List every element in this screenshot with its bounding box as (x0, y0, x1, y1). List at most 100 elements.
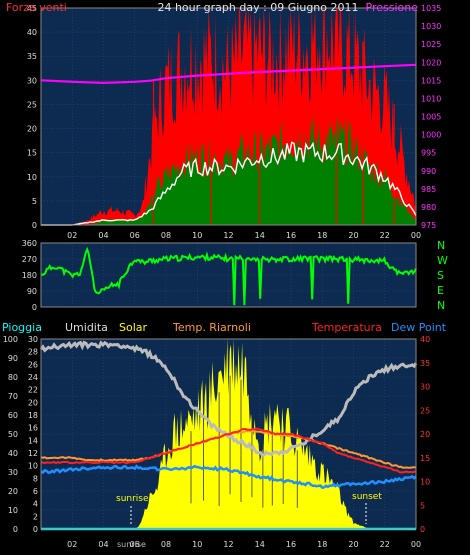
temp-x-tick-label: 12 (223, 540, 233, 549)
wind-x-tick-label: 06 (130, 231, 140, 240)
temp-x-tick-label: 18 (317, 540, 327, 549)
pressure-y-tick-label: 980 (421, 203, 436, 212)
temp-y-tick-label: 35 (420, 359, 430, 368)
pressure-y-tick-label: 1025 (421, 40, 441, 49)
compass-letter: S (437, 269, 444, 282)
compass-letter: E (437, 284, 444, 297)
pressure-y-tick-label: 1000 (421, 131, 441, 140)
gust-bars (152, 12, 395, 225)
legend-rain: Pioggia (2, 321, 42, 334)
pressure-axis-label: Pressione (366, 1, 419, 14)
wind-series (41, 117, 416, 225)
temp-x-tick-label: 14 (255, 540, 265, 549)
sunrise-label: sunrise (116, 494, 149, 504)
wind-y-tick-label: 35 (27, 52, 37, 61)
direction-plot-frame (40, 242, 417, 308)
humidity-y-tick-label: 4 (33, 500, 38, 509)
humidity-y-tick-label: 10 (28, 462, 38, 471)
temp-y-tick-label: 5 (420, 501, 425, 510)
compass-letter: N (437, 299, 445, 312)
average-wind-line (41, 141, 417, 226)
rain-y-tick-label: 100 (3, 335, 18, 344)
humidity-y-tick-label: 0 (33, 525, 38, 534)
humidity-line (39, 340, 418, 457)
direction-series (40, 246, 417, 306)
humidity-y-tick-label: 18 (28, 411, 38, 420)
rain-y-ticks: 0 10 20 30 40 50 60 70 80 90 100 (3, 335, 18, 534)
humidity-y-tick-label: 8 (33, 474, 38, 483)
temperature-line (40, 427, 417, 474)
direction-y-tick-label: 90 (27, 287, 37, 296)
wind-y-tick-label: 0 (32, 221, 37, 230)
wind-x-tick-label: 08 (161, 231, 171, 240)
temp-x-tick-label: 10 (192, 540, 202, 549)
temp-y-tick-label: 20 (420, 430, 430, 439)
temp-x-tick-label: 00 (411, 540, 421, 549)
temp-y-tick-label: 15 (420, 454, 430, 463)
rain-y-tick-label: 90 (8, 354, 18, 363)
wind-axis-label: Forza venti (6, 1, 67, 14)
wind-y-tick-label: 40 (27, 28, 37, 37)
wind-x-tick-label: 02 (67, 231, 77, 240)
rain-y-tick-label: 40 (8, 449, 18, 458)
legend-solar: Solar (119, 321, 148, 334)
temp-x-tick-label: 04 (98, 540, 108, 549)
temp-x-tick-label: 20 (348, 540, 358, 549)
temp-x-tick-label: 08 (161, 540, 171, 549)
humidity-y-tick-label: 26 (28, 360, 38, 369)
wind-y-tick-label: 15 (27, 149, 37, 158)
humidity-y-tick-label: 22 (28, 386, 38, 395)
direction-y-tick-label: 360 (22, 239, 37, 248)
pressure-y-tick-label: 975 (421, 221, 436, 230)
humidity-y-tick-label: 14 (28, 436, 38, 445)
humidity-y-tick-label: 20 (28, 398, 38, 407)
pressure-y-tick-label: 1010 (421, 94, 441, 103)
temp-x-tick-label: 02 (67, 540, 77, 549)
wind-y-tick-label: 10 (27, 173, 37, 182)
sunset-label: sunset (352, 492, 382, 502)
pressure-y-tick-label: 995 (421, 149, 436, 158)
wind-y-ticks: 0 5 10 15 20 25 30 35 40 45 (27, 4, 37, 230)
rain-y-tick-label: 80 (8, 373, 18, 382)
wind-x-tick-label: 04 (98, 231, 108, 240)
wind-x-tick-label: 16 (286, 231, 296, 240)
humidity-y-tick-label: 2 (33, 512, 38, 521)
temp-x-tick-label: 06 (130, 540, 140, 549)
temp-x-tick-label: 16 (286, 540, 296, 549)
wind-y-tick-label: 30 (27, 76, 37, 85)
wind-x-tick-label: 22 (380, 231, 390, 240)
temp-y-tick-label: 10 (420, 478, 430, 487)
legend-dewpoint: Dew Point (391, 321, 447, 334)
pressure-y-tick-label: 1005 (421, 113, 441, 122)
humidity-y-tick-label: 6 (33, 487, 38, 496)
compass-letter: W (437, 254, 448, 267)
direction-y-ticks: 0 90 180 270 360 (22, 239, 37, 312)
rain-y-tick-label: 10 (8, 506, 18, 515)
dewpoint-line (40, 464, 417, 489)
humidity-y-tick-label: 28 (28, 348, 38, 357)
compass-letter: N (437, 239, 445, 252)
temp-y-ticks: 0 5 10 15 20 25 30 35 40 (420, 335, 430, 534)
rain-y-tick-label: 60 (8, 411, 18, 420)
pressure-y-tick-label: 1020 (421, 58, 441, 67)
direction-y-tick-label: 0 (32, 303, 37, 312)
pressure-y-tick-label: 1030 (421, 22, 441, 31)
sunrise-axis-label: sunrise (117, 540, 146, 549)
solar-bars (190, 375, 298, 508)
direction-y-tick-label: 270 (22, 255, 37, 264)
wind-plot-frame (40, 7, 417, 226)
wind-x-tick-label: 20 (348, 231, 358, 240)
temp-y-tick-label: 25 (420, 406, 430, 415)
chart-title: 24 hour graph day : 09 Giugno 2011 (157, 1, 358, 14)
direction-y-tick-label: 180 (22, 271, 37, 280)
humidity-y-tick-label: 30 (28, 335, 38, 344)
wind-y-tick-label: 45 (27, 4, 37, 13)
wind-x-tick-label: 14 (255, 231, 265, 240)
humidity-y-tick-label: 24 (28, 373, 38, 382)
humidity-y-tick-label: 16 (28, 424, 38, 433)
legend-temperature: Temperatura (311, 321, 382, 334)
